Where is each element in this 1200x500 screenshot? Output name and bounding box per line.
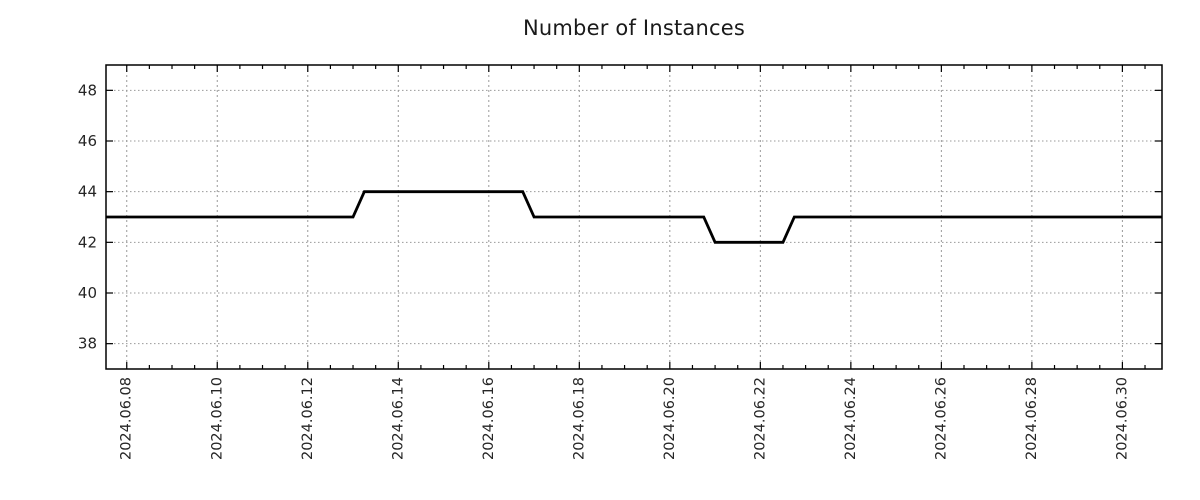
x-tick-label: 2024.06.30 — [1114, 377, 1130, 460]
x-tick-label: 2024.06.26 — [933, 377, 949, 460]
x-tick-label: 2024.06.12 — [300, 377, 316, 460]
x-tick-label: 2024.06.16 — [481, 377, 497, 460]
y-tick-label: 48 — [78, 81, 97, 99]
y-tick-label: 46 — [78, 132, 97, 150]
series-line-instances — [106, 190, 1162, 244]
x-tick-label: 2024.06.22 — [752, 377, 768, 460]
y-tick-label: 42 — [78, 233, 97, 251]
y-tick-label: 40 — [78, 284, 97, 302]
x-tick-label: 2024.06.08 — [119, 377, 135, 460]
chart-title: Number of Instances — [522, 16, 745, 40]
x-tick-label: 2024.06.20 — [662, 377, 678, 460]
x-tick-label: 2024.06.10 — [209, 377, 225, 460]
y-tick-label: 44 — [78, 183, 97, 201]
x-tick-label: 2024.06.28 — [1024, 377, 1040, 460]
x-tick-label: 2024.06.24 — [843, 377, 859, 460]
x-tick-label: 2024.06.14 — [390, 377, 406, 460]
x-tick-label: 2024.06.18 — [571, 377, 587, 460]
y-tick-label: 38 — [78, 335, 97, 353]
